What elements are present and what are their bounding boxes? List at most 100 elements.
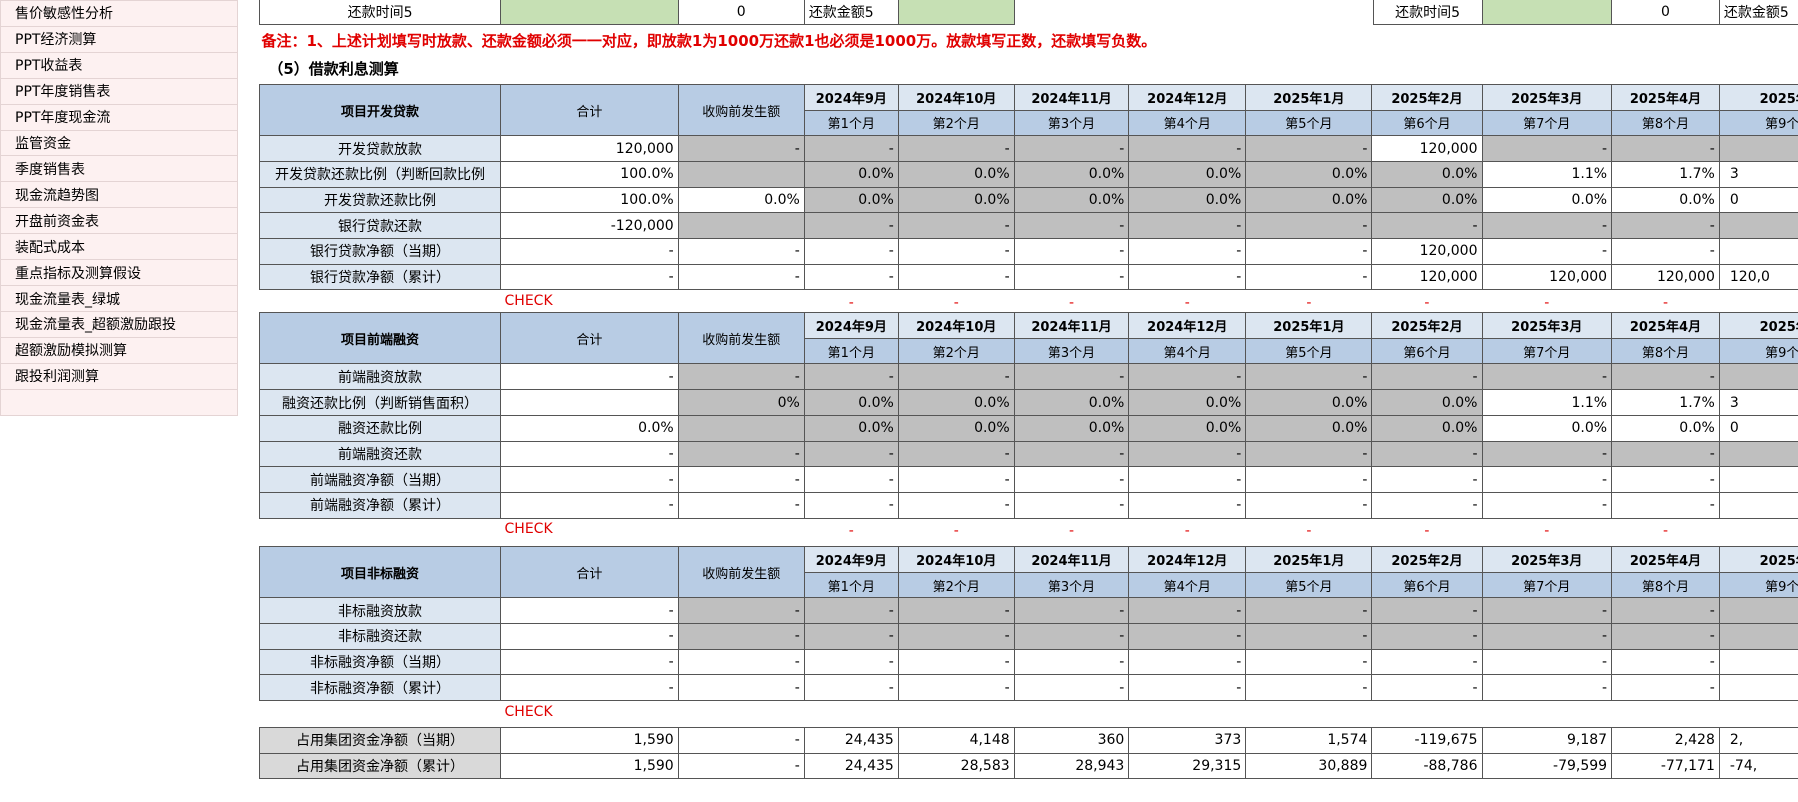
check-mark: -	[848, 522, 854, 539]
cell: -	[1128, 648, 1247, 676]
month-index: 第3个月	[1013, 109, 1130, 137]
month-header: 2024年11月	[1013, 83, 1130, 111]
cell: -	[1128, 212, 1247, 240]
cell: -	[499, 597, 679, 625]
cell: -	[803, 263, 899, 291]
cell: 0.0%	[803, 160, 899, 188]
month-index: 第5个月	[1245, 109, 1373, 137]
row-label: 银行贷款净额（当期）	[259, 238, 501, 265]
cell: -	[1481, 238, 1613, 265]
col-header: 收购前发生额	[677, 311, 805, 365]
sheet-tab[interactable]: 季度销售表	[0, 155, 239, 183]
cell: 100.0%	[499, 186, 679, 214]
cell: -	[1013, 212, 1130, 240]
sheet-tab[interactable]: 装配式成本	[0, 233, 239, 261]
cell: -	[897, 597, 1015, 625]
cell: 0.0%	[897, 389, 1015, 416]
sheet-tab[interactable]: 重点指标及测算假设	[0, 259, 239, 287]
cell: 120,000	[1371, 238, 1483, 265]
cell	[1718, 674, 1798, 702]
sheet-tab[interactable]: PPT经济测算	[0, 25, 239, 53]
month-header: 2025年4月	[1611, 311, 1720, 339]
cell: -	[803, 363, 899, 391]
cell: 2,428	[1611, 726, 1720, 754]
cell: -	[803, 597, 899, 625]
cell: -	[499, 440, 679, 468]
cell: -	[803, 674, 899, 702]
cell: 120,000	[499, 135, 679, 162]
cell: -	[1245, 466, 1373, 493]
month-index: 第3个月	[1013, 571, 1130, 599]
month-index: 第2个月	[897, 571, 1015, 599]
input-cell	[897, 0, 1015, 26]
cell: -	[1371, 648, 1483, 676]
sheet-tab[interactable]: 现金流量表_绿城	[0, 285, 239, 312]
cell: -	[1611, 623, 1720, 650]
cell: 0.0%	[1245, 414, 1373, 442]
cell	[677, 414, 805, 442]
cell: 0.0%	[803, 186, 899, 214]
check-mark: -	[953, 294, 959, 311]
cell: -	[1013, 674, 1130, 702]
top-label: 还款金额5	[803, 0, 899, 26]
cell: 0.0%	[897, 414, 1015, 442]
cell: -	[1128, 238, 1247, 265]
sheet-tab[interactable]: 监管资金	[0, 129, 239, 157]
sheet-tab[interactable]: PPT年度销售表	[0, 77, 239, 105]
cell: -	[803, 238, 899, 265]
sheet-tab-blank	[0, 388, 239, 416]
cell: 0.0%	[1481, 186, 1613, 214]
sheet-tab[interactable]: 现金流趋势图	[0, 181, 239, 209]
cell	[1718, 440, 1798, 468]
cell: -79,599	[1481, 752, 1613, 780]
month-header: 2025年1月	[1245, 311, 1373, 339]
cell: -	[677, 440, 805, 468]
cell: 1,590	[499, 726, 679, 754]
month-index: 第1个月	[803, 337, 899, 365]
cell: -	[1371, 440, 1483, 468]
cell: -	[677, 363, 805, 391]
cell: -	[1611, 648, 1720, 676]
check-label: CHECK	[504, 521, 553, 538]
sheet-tab[interactable]: 跟投利润测算	[0, 362, 239, 390]
month-index: 第7个月	[1481, 337, 1613, 365]
cell: 0.0%	[1371, 160, 1483, 188]
sheet-tab[interactable]: 售价敏感性分析	[0, 0, 239, 27]
cell: -	[499, 648, 679, 676]
sheet-tab[interactable]: 超额激励模拟测算	[0, 336, 239, 364]
col-header: 收购前发生额	[677, 83, 805, 137]
cell: -	[1481, 135, 1613, 162]
cell: -	[1481, 440, 1613, 468]
cell: -	[1245, 238, 1373, 265]
month-index: 第6个月	[1371, 109, 1483, 137]
top-value: 0	[677, 0, 805, 26]
cell	[1718, 623, 1798, 650]
cell: -	[1371, 212, 1483, 240]
cell: 1,574	[1245, 726, 1373, 754]
month-index: 第1个月	[803, 571, 899, 599]
sheet-tab[interactable]: 现金流量表_超额激励跟投	[0, 310, 239, 338]
cell: -	[1128, 440, 1247, 468]
check-mark: -	[1662, 522, 1668, 539]
cell: -	[677, 263, 805, 291]
month-header: 2024年12月	[1128, 83, 1247, 111]
cell: -	[677, 466, 805, 493]
cell: -	[1481, 674, 1613, 702]
cell: -	[1128, 363, 1247, 391]
cell: -	[1013, 135, 1130, 162]
month-index: 第4个月	[1128, 109, 1247, 137]
cell: 0.0%	[1013, 186, 1130, 214]
sheet-tab[interactable]: 开盘前资金表	[0, 207, 239, 235]
sheet-tab[interactable]: PPT收益表	[0, 51, 239, 79]
cell: -	[1371, 466, 1483, 493]
month-header: 2025年5	[1718, 311, 1798, 339]
sheet-tab[interactable]: PPT年度现金流	[0, 103, 239, 131]
check-mark: -	[1424, 522, 1430, 539]
cell: -	[1481, 623, 1613, 650]
table-title: 项目开发贷款	[259, 83, 501, 137]
cell: -	[1013, 623, 1130, 650]
month-header: 2024年9月	[803, 545, 899, 573]
cell: -	[1481, 363, 1613, 391]
cell: 1.1%	[1481, 160, 1613, 188]
